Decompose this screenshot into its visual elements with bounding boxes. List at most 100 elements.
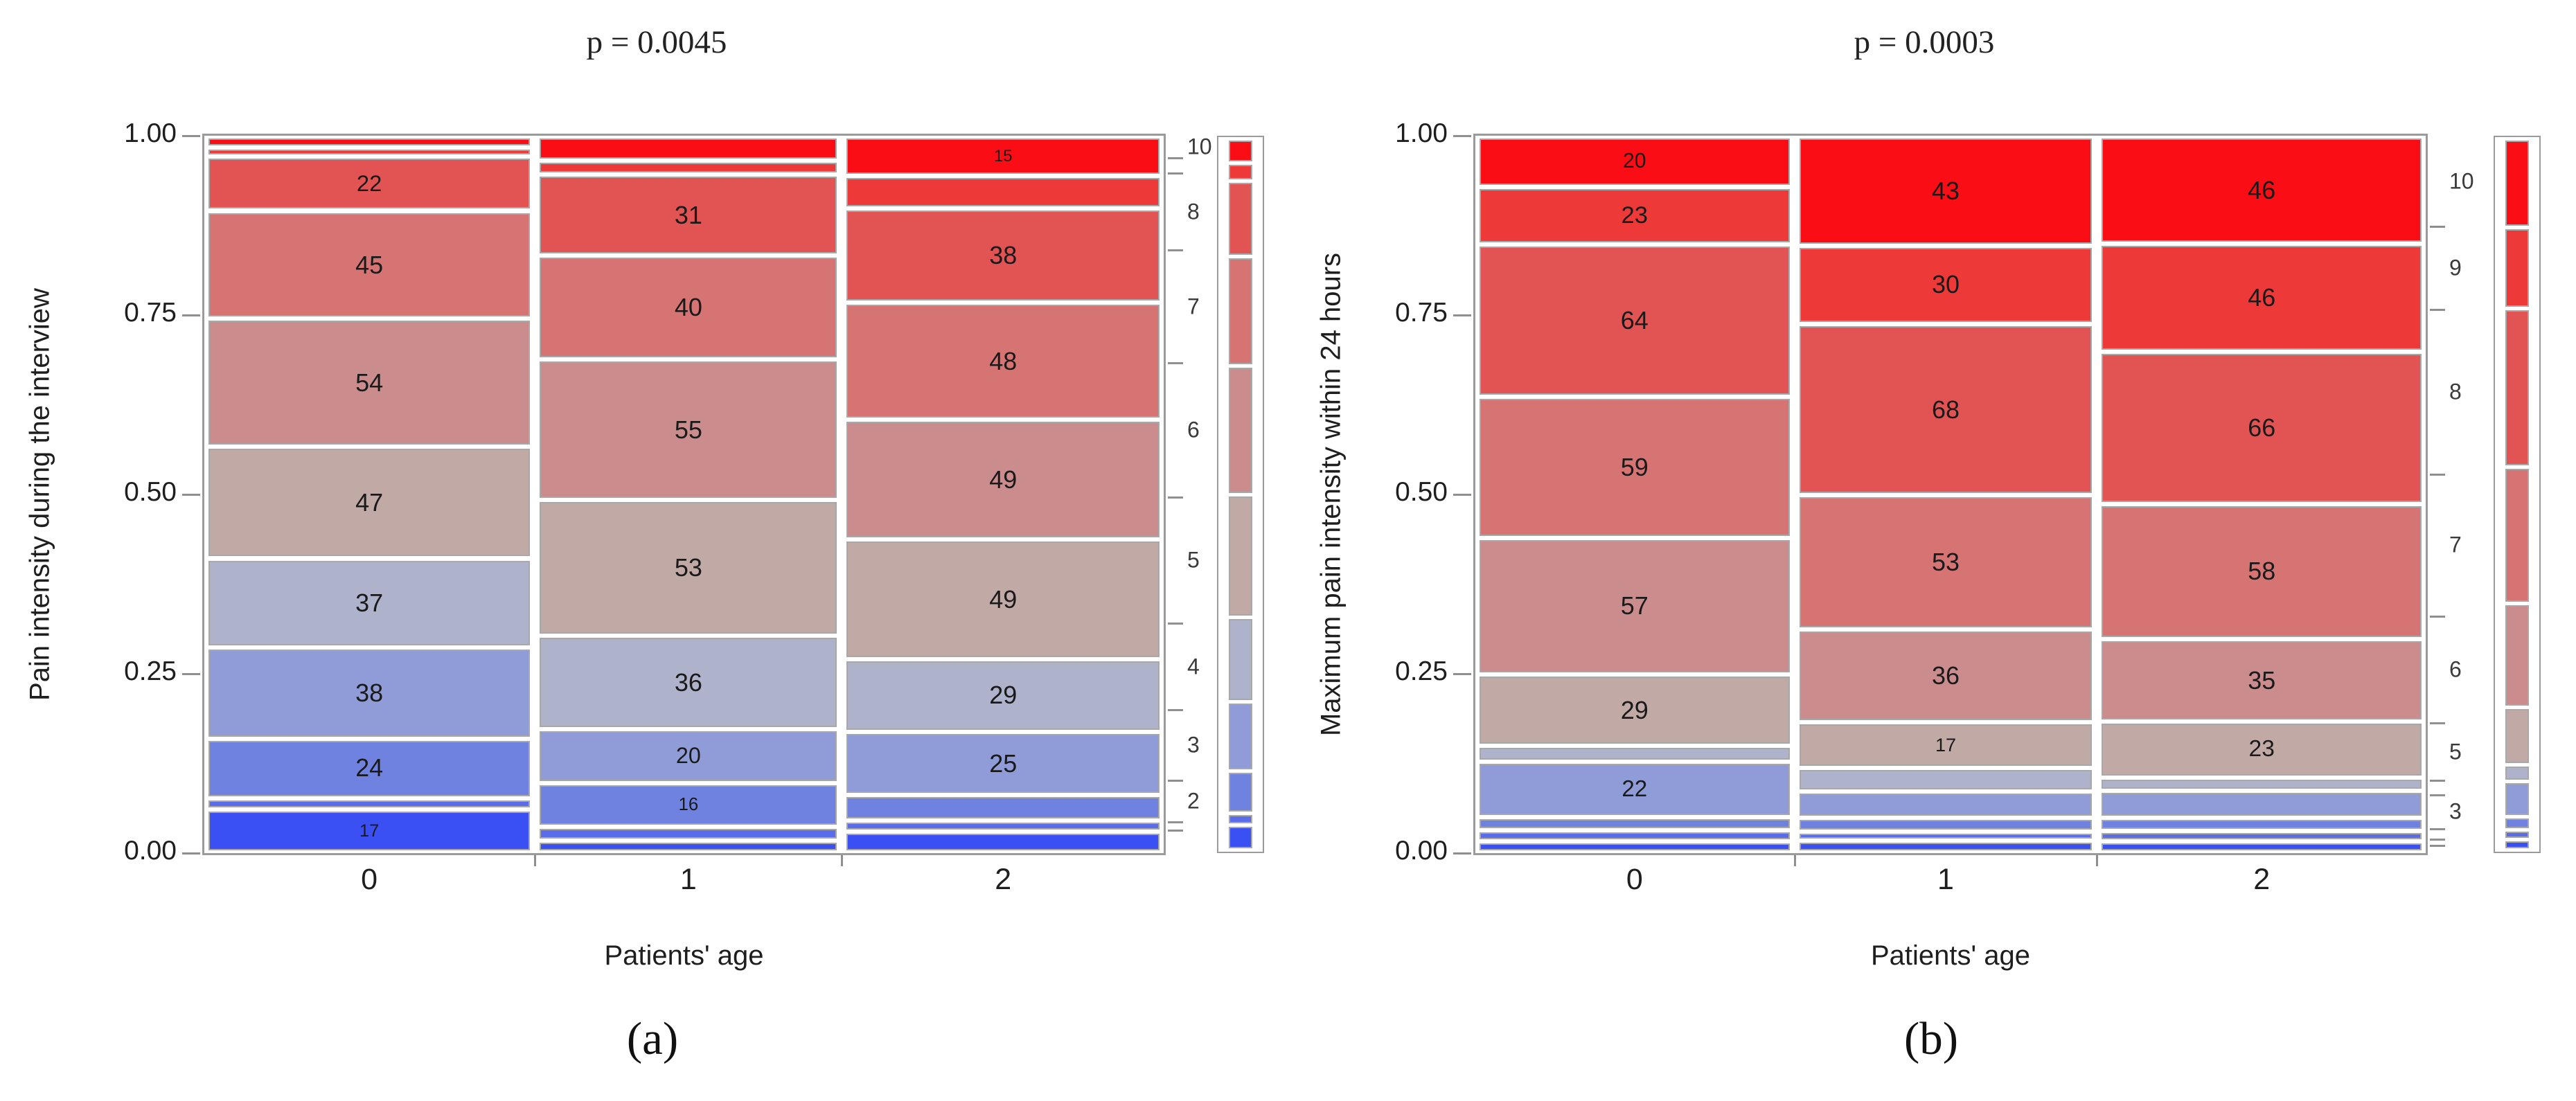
plot-frame bbox=[1473, 134, 2428, 855]
mosaic-cell: 45 bbox=[208, 213, 531, 316]
mosaic-cell: 36 bbox=[540, 637, 837, 727]
cell-count-label: 36 bbox=[674, 668, 702, 697]
mosaic-cell bbox=[846, 822, 1160, 830]
mosaic-cell: 15 bbox=[846, 138, 1160, 174]
y-tick-label: 0.25 bbox=[1395, 656, 1448, 686]
mosaic-cell: 48 bbox=[846, 304, 1160, 418]
y-tick bbox=[182, 673, 200, 675]
cell-count-label: 48 bbox=[989, 346, 1018, 375]
mosaic-cell bbox=[208, 800, 531, 807]
legend-segment bbox=[2505, 841, 2529, 848]
mosaic-cell bbox=[2102, 832, 2422, 840]
legend-segment bbox=[1229, 618, 1252, 700]
legend-segment bbox=[1229, 703, 1252, 770]
mosaic-cell: 23 bbox=[1480, 188, 1790, 243]
subfigure-caption: (b) bbox=[1903, 1013, 1959, 1064]
cell-count-label: 22 bbox=[356, 170, 382, 196]
mosaic-cell: 29 bbox=[1480, 676, 1790, 744]
plot-frame bbox=[202, 134, 1166, 855]
mosaic-cell bbox=[208, 138, 531, 145]
mosaic-cell bbox=[540, 843, 837, 850]
legend-segment bbox=[2505, 605, 2529, 706]
y-tick-label: 0.25 bbox=[124, 656, 177, 686]
y-tick-label: 0.50 bbox=[124, 477, 177, 507]
cell-count-label: 23 bbox=[2248, 736, 2275, 762]
cell-count-label: 38 bbox=[355, 679, 384, 708]
right-axis-tick bbox=[2430, 828, 2445, 831]
x-tick bbox=[1793, 855, 1796, 866]
right-axis-label: 10 bbox=[1187, 134, 1212, 159]
y-tick bbox=[1453, 314, 1471, 316]
right-axis-label: 5 bbox=[1187, 547, 1200, 573]
right-axis-label: 7 bbox=[2449, 532, 2462, 557]
mosaic-cell: 38 bbox=[208, 650, 531, 737]
y-tick bbox=[1453, 673, 1471, 675]
mosaic-cell: 35 bbox=[2102, 641, 2422, 720]
mosaic-cell: 20 bbox=[1480, 138, 1790, 185]
mosaic-cell bbox=[1799, 769, 2093, 790]
cell-count-label: 49 bbox=[989, 585, 1018, 614]
cell-count-label: 54 bbox=[355, 368, 384, 397]
cell-count-label: 24 bbox=[355, 754, 384, 782]
right-axis-tick bbox=[1168, 249, 1183, 252]
cell-count-label: 59 bbox=[1620, 453, 1649, 482]
right-axis-tick bbox=[1168, 779, 1183, 782]
legend-segment bbox=[2505, 310, 2529, 465]
mosaic-cell: 55 bbox=[540, 361, 837, 498]
cell-count-label: 57 bbox=[1620, 591, 1649, 620]
mosaic-cell: 59 bbox=[1480, 399, 1790, 536]
mosaic-cell: 46 bbox=[2102, 138, 2422, 242]
mosaic-cell: 49 bbox=[846, 422, 1160, 538]
right-axis-label: 2 bbox=[1187, 788, 1200, 814]
mosaic-cell bbox=[1799, 794, 2093, 816]
cell-count-label: 58 bbox=[2248, 557, 2276, 586]
mosaic-cell: 22 bbox=[1480, 763, 1790, 815]
x-axis-label: Patients' age bbox=[1870, 940, 2031, 971]
legend-segment bbox=[2505, 782, 2529, 816]
mosaic-cell bbox=[2102, 780, 2422, 789]
mosaic-cell: 20 bbox=[540, 731, 837, 781]
cell-count-label: 25 bbox=[989, 749, 1018, 778]
cell-count-label: 64 bbox=[1620, 306, 1649, 335]
x-category-label: 0 bbox=[361, 863, 378, 896]
mosaic-cell: 31 bbox=[540, 177, 837, 254]
legend-segment bbox=[2505, 708, 2529, 763]
right-axis-label: 9 bbox=[2449, 255, 2462, 280]
mosaic-cell bbox=[540, 828, 837, 839]
right-axis-tick bbox=[2430, 794, 2445, 796]
y-tick bbox=[1453, 852, 1471, 854]
mosaic-cell bbox=[540, 138, 837, 159]
cell-count-label: 43 bbox=[1932, 177, 1960, 205]
y-tick bbox=[182, 314, 200, 316]
y-tick-label: 1.00 bbox=[1395, 118, 1448, 148]
mosaic-cell: 57 bbox=[1480, 540, 1790, 672]
cell-count-label: 53 bbox=[1932, 547, 1960, 576]
mosaic-cell: 36 bbox=[1799, 631, 2093, 720]
cell-count-label: 15 bbox=[993, 147, 1013, 165]
x-category-label: 2 bbox=[2253, 863, 2271, 896]
right-axis-tick bbox=[2430, 845, 2445, 848]
y-tick bbox=[182, 852, 200, 854]
right-axis-tick bbox=[1168, 623, 1183, 625]
cell-count-label: 17 bbox=[359, 821, 380, 841]
cell-count-label: 47 bbox=[355, 487, 384, 517]
right-axis-label: 8 bbox=[2449, 379, 2462, 404]
cell-count-label: 46 bbox=[2248, 283, 2276, 312]
mosaic-cell bbox=[1799, 820, 2093, 830]
cell-count-label: 53 bbox=[674, 553, 702, 582]
y-axis-label: Pain intensity during the interview bbox=[24, 288, 55, 701]
right-axis-tick bbox=[2430, 308, 2445, 311]
mosaic-cell: 17 bbox=[208, 811, 531, 850]
x-category-label: 0 bbox=[1626, 863, 1643, 896]
cell-count-label: 38 bbox=[989, 241, 1018, 270]
cell-count-label: 17 bbox=[1935, 733, 1957, 755]
right-axis-tick bbox=[2430, 722, 2445, 725]
cell-count-label: 49 bbox=[989, 465, 1018, 494]
cell-count-label: 66 bbox=[2248, 413, 2276, 442]
right-axis-tick bbox=[1168, 821, 1183, 823]
cell-count-label: 23 bbox=[1621, 202, 1649, 229]
legend-segment bbox=[1229, 258, 1252, 364]
y-tick bbox=[182, 135, 200, 137]
mosaic-cell bbox=[2102, 843, 2422, 850]
mosaic-cell: 64 bbox=[1480, 247, 1790, 395]
